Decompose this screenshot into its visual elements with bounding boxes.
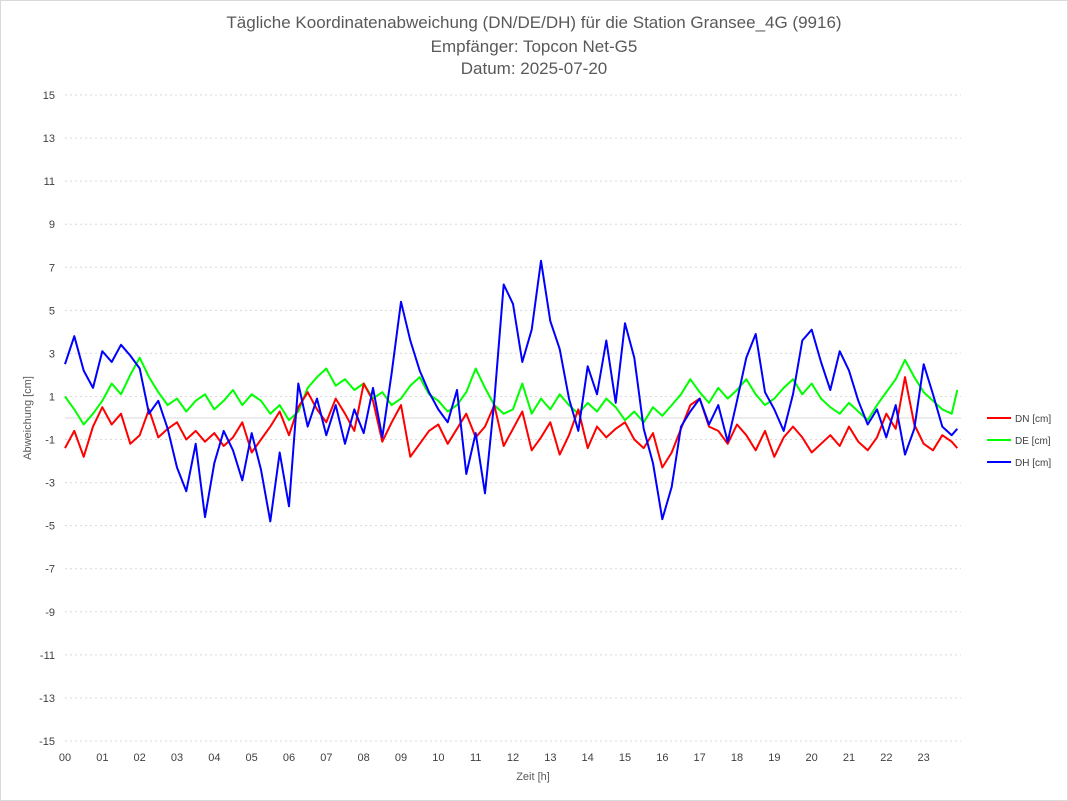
y-tick-label: 1: [49, 391, 55, 403]
y-tick-label: 7: [49, 262, 55, 274]
y-tick-label: 13: [43, 133, 55, 145]
y-tick-label: -9: [45, 607, 55, 619]
x-tick-label: 21: [843, 752, 855, 764]
y-tick-label: 9: [49, 219, 55, 231]
x-tick-label: 01: [96, 752, 108, 764]
x-tick-label: 20: [806, 752, 818, 764]
x-tick-label: 03: [171, 752, 183, 764]
x-tick-label: 13: [544, 752, 556, 764]
x-tick-label: 15: [619, 752, 631, 764]
x-tick-label: 04: [208, 752, 220, 764]
x-tick-label: 02: [134, 752, 146, 764]
legend-label: DH [cm]: [1015, 458, 1051, 469]
title-line-receiver: Empfänger: Topcon Net-G5: [431, 37, 638, 56]
y-tick-label: 11: [44, 176, 55, 188]
x-tick-label: 10: [432, 752, 444, 764]
y-tick-label: -11: [40, 650, 55, 662]
title-line-date: Datum: 2025-07-20: [461, 59, 607, 78]
title-line-station: Tägliche Koordinatenabweichung (DN/DE/DH…: [226, 13, 841, 32]
y-tick-label: -3: [45, 478, 55, 490]
x-tick-label: 14: [582, 752, 594, 764]
series-line-dh: [64, 259, 959, 523]
x-tick-label: 17: [694, 752, 706, 764]
grid: [65, 94, 961, 742]
series-line-dn: [64, 376, 959, 469]
x-tick-label: 08: [358, 752, 370, 764]
x-tick-label: 22: [880, 752, 892, 764]
legend: DN [cm] DE [cm] DH [cm]: [987, 414, 1051, 469]
legend-label: DN [cm]: [1015, 414, 1051, 425]
x-tick-label: 11: [470, 752, 481, 764]
y-tick-label: 15: [43, 90, 55, 102]
x-axis-label: Zeit [h]: [516, 771, 550, 783]
y-tick-label: 5: [49, 305, 55, 317]
y-tick-label: 3: [49, 348, 55, 360]
x-tick-label: 00: [59, 752, 71, 764]
y-tick-label: -1: [45, 435, 55, 447]
x-tick-label: 06: [283, 752, 295, 764]
y-axis-ticks: 15 13 11 9 7 5 3 1 -1 -3 -5 -7 -9 -11 -13 -15: [39, 90, 55, 748]
x-tick-label: 23: [918, 752, 930, 764]
series-lines: [64, 259, 959, 523]
x-tick-label: 05: [246, 752, 258, 764]
y-axis-label: Abweichung [cm]: [22, 376, 34, 460]
series-line-de: [64, 356, 959, 426]
x-tick-label: 19: [768, 752, 780, 764]
y-tick-label: -13: [39, 693, 55, 705]
x-tick-label: 07: [320, 752, 332, 764]
legend-label: DE [cm]: [1015, 436, 1051, 447]
x-tick-label: 16: [656, 752, 668, 764]
y-tick-label: -15: [39, 736, 55, 748]
x-axis-ticks: 00 01 02 03 04 05 06 07 08 09 10 11 12 13 14 15 16 17 18 19…: [59, 752, 930, 764]
x-tick-label: 12: [507, 752, 519, 764]
x-tick-label: 18: [731, 752, 743, 764]
y-tick-label: -5: [45, 521, 55, 533]
chart-title: Tägliche Koordinatenabweichung (DN/DE/DH…: [226, 13, 841, 78]
y-tick-label: -7: [45, 564, 55, 576]
x-tick-label: 09: [395, 752, 407, 764]
